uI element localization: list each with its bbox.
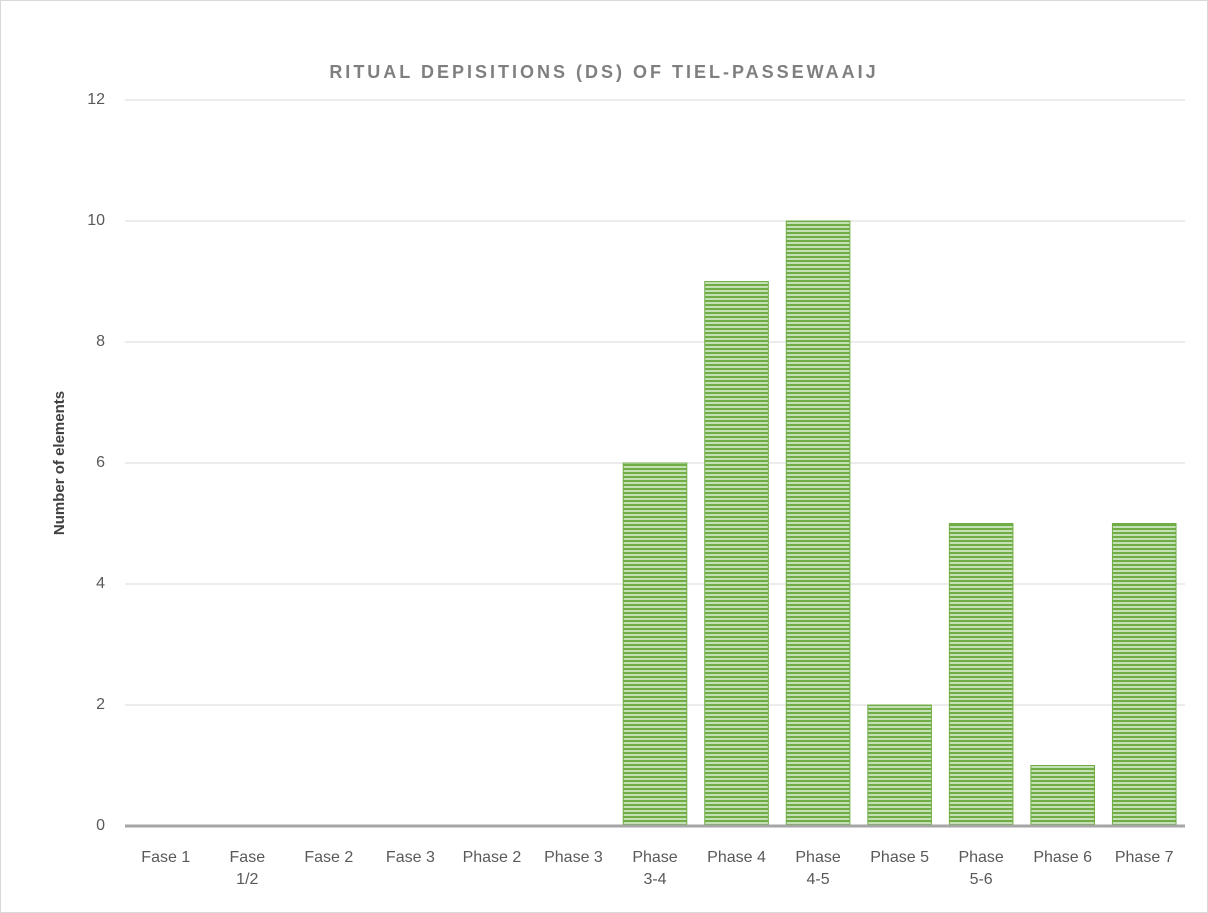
- y-axis-label: Number of elements: [51, 391, 68, 535]
- x-tick-label: Phase 3-4: [632, 849, 677, 888]
- bar: [1030, 765, 1095, 827]
- bar: [1111, 523, 1177, 827]
- y-tick-label: 8: [96, 333, 105, 350]
- bar: [785, 220, 851, 827]
- y-tick-label: 6: [96, 454, 105, 471]
- x-tick-label: Phase 5-6: [958, 849, 1003, 888]
- y-tick-label: 0: [96, 817, 105, 834]
- x-tick-label: Phase 4: [707, 849, 766, 866]
- x-tick-label: Phase 4-5: [795, 849, 840, 888]
- x-tick-line: 4-5: [807, 871, 830, 888]
- bar: [704, 281, 769, 827]
- chart-title: RITUAL DEPISITIONS (DS) OF TIEL-PASSEWAA…: [329, 62, 878, 82]
- x-tick-line: 3-4: [643, 871, 666, 888]
- x-tick-label: Phase 2: [463, 849, 522, 866]
- x-tick-line: Fase: [230, 849, 266, 866]
- x-tick-label: Phase 3: [544, 849, 603, 866]
- x-tick-label: Fase 1: [141, 849, 190, 866]
- x-tick-line: 1/2: [236, 871, 258, 888]
- bar: [948, 523, 1014, 827]
- bar: [622, 462, 688, 827]
- x-tick-label: Phase 6: [1033, 849, 1092, 866]
- y-tick-label: 4: [96, 575, 105, 592]
- x-tick-label: Phase 5: [870, 849, 929, 866]
- y-tick-label: 12: [87, 91, 105, 108]
- x-tick-line: 5-6: [970, 871, 993, 888]
- x-tick-line: Phase: [795, 849, 840, 866]
- y-tick-label: 10: [87, 212, 105, 229]
- bar: [867, 704, 932, 827]
- x-tick-line: Phase: [632, 849, 677, 866]
- x-tick-label: Fase 1/2: [230, 849, 266, 888]
- x-tick-label: Fase 2: [304, 849, 353, 866]
- x-tick-label: Phase 7: [1115, 849, 1174, 866]
- y-tick-label: 2: [96, 696, 105, 713]
- x-tick-label: Fase 3: [386, 849, 435, 866]
- x-tick-line: Phase: [958, 849, 1003, 866]
